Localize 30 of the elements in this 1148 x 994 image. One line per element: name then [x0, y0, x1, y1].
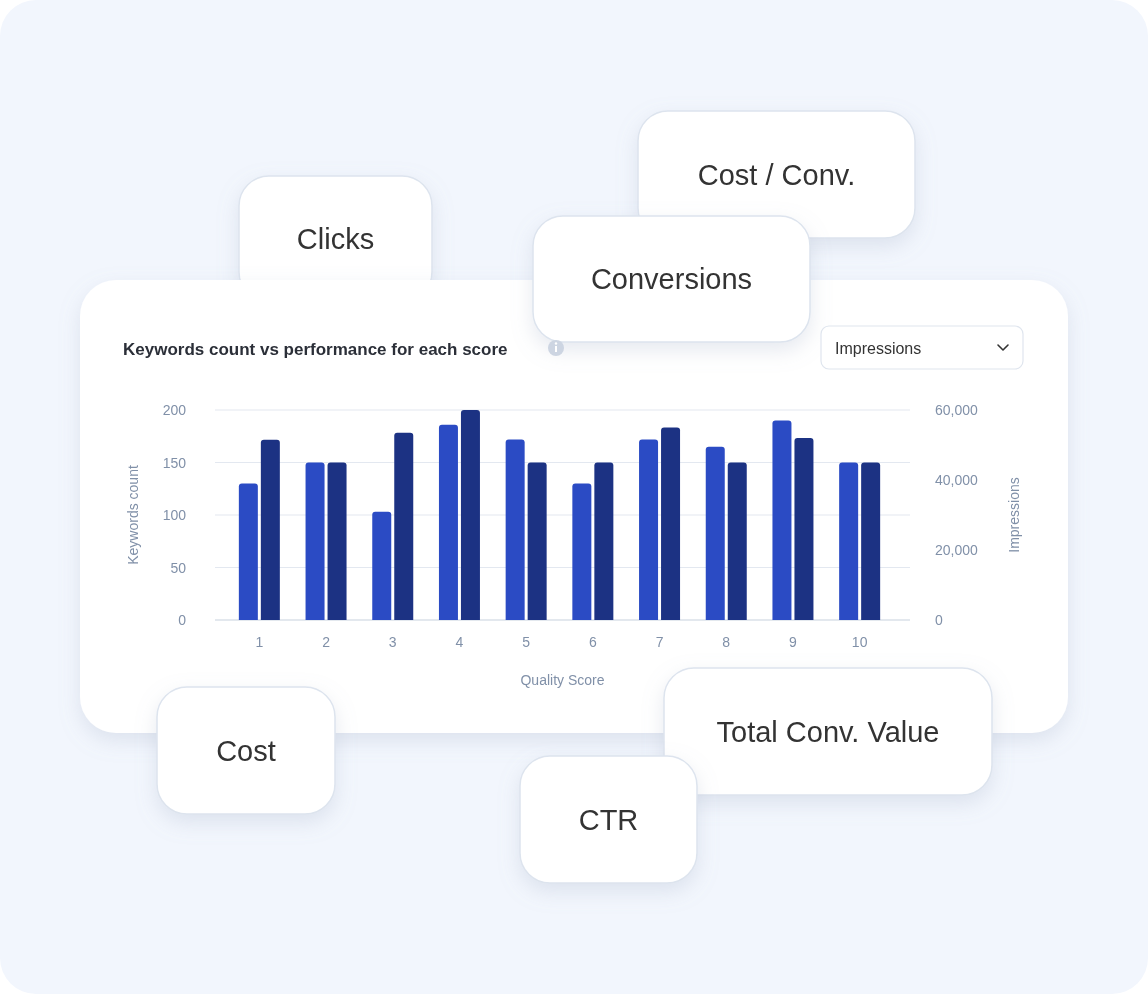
y-axis-title: Keywords count — [125, 465, 141, 565]
y-tick-label: 50 — [170, 559, 187, 576]
text: CTR — [578, 803, 639, 836]
y2-tick-label: 60,000 — [935, 402, 979, 418]
text: Conversions — [590, 263, 753, 295]
x-tick-label: 9 — [789, 634, 798, 650]
text: Total Conv. Value — [716, 715, 940, 748]
text: Cost — [216, 734, 276, 767]
y2-tick-label: 20,000 — [935, 542, 979, 558]
x-tick-label: 2 — [322, 634, 331, 650]
x-tick-label: 7 — [655, 634, 664, 650]
text: Clicks — [296, 223, 375, 255]
x-axis-title: Quality Score — [520, 672, 605, 688]
x-tick-label: 3 — [388, 634, 397, 650]
chart-title: Keywords count vs performance for each score — [123, 340, 508, 359]
x-tick-label: 6 — [588, 634, 597, 650]
x-tick-label: 4 — [455, 634, 464, 650]
y-tick-label: 100 — [162, 507, 187, 523]
x-tick-label: 5 — [522, 634, 531, 650]
y-tick-label: 200 — [162, 402, 187, 418]
text: Cost / Conv. — [697, 158, 856, 191]
text: Impressions — [835, 340, 922, 357]
x-tick-label: 8 — [722, 634, 731, 650]
y2-axis-title: Impressions — [1006, 477, 1022, 553]
y-tick-label: 150 — [162, 454, 187, 471]
y2-tick-label: 40,000 — [935, 472, 979, 488]
y2-tick-label: 0 — [935, 612, 943, 628]
x-tick-label: 10 — [851, 634, 868, 650]
y-tick-label: 0 — [178, 612, 187, 628]
x-tick-label: 1 — [255, 634, 264, 650]
